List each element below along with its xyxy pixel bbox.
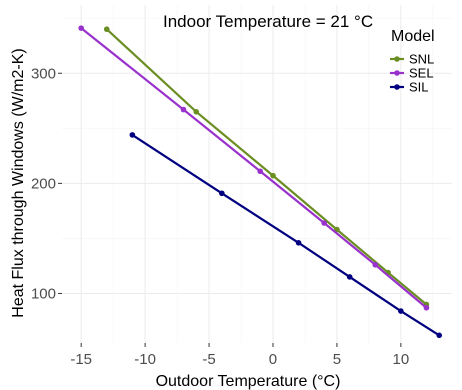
data-point-sel: [372, 262, 379, 268]
x-axis-title: Outdoor Temperature (°C): [156, 373, 341, 390]
series-snl: [103, 26, 430, 308]
legend-label-snl: SNL: [409, 52, 434, 67]
data-point-sel: [180, 106, 187, 113]
data-point-sel: [257, 168, 263, 175]
data-point-sil: [295, 240, 302, 246]
series-sel: [78, 25, 430, 311]
data-point-sil: [219, 190, 225, 197]
x-tick-label: 0: [269, 351, 277, 368]
y-axis-ticks: 100 200 300: [31, 65, 62, 302]
series-line-sel: [80, 27, 428, 309]
y-tick-label: 200: [31, 175, 56, 192]
series-layer: [78, 25, 443, 339]
series-sil: [129, 132, 443, 339]
legend-label-sel: SEL: [409, 66, 434, 81]
x-tick-label: -10: [134, 351, 156, 368]
data-point-sel: [321, 220, 327, 226]
axes-layer: -15 -10 -5 0 5 10 100 200 300: [31, 65, 409, 368]
y-tick-label: 100: [31, 285, 56, 302]
x-tick-label: -5: [202, 351, 215, 368]
data-point-sil: [398, 308, 404, 314]
data-point-sil: [436, 332, 443, 339]
legend-key-point-snl: [394, 56, 400, 62]
data-point-snl: [103, 26, 110, 33]
x-tick-label: -15: [70, 351, 92, 368]
data-point-sil: [346, 274, 353, 280]
plot-grid: [62, 5, 452, 343]
indoor-temperature-annotation: Indoor Temperature = 21 °C: [163, 12, 373, 31]
data-point-snl: [193, 108, 200, 115]
data-point-sel: [78, 25, 84, 31]
y-axis-title: Heat Flux through Windows (W/m2-K): [10, 48, 27, 317]
x-tick-label: 10: [393, 351, 410, 368]
data-point-sil: [129, 132, 136, 138]
legend-label-sil: SIL: [409, 80, 429, 95]
x-tick-label: 5: [333, 351, 341, 368]
data-point-snl: [270, 172, 276, 179]
legend-item-sil: SIL: [390, 80, 429, 95]
legend-item-snl: SNL: [390, 52, 434, 67]
legend-key-point-sel: [394, 70, 400, 76]
y-tick-label: 300: [31, 65, 56, 82]
series-line-snl: [106, 28, 428, 306]
legend-key-point-sil: [394, 84, 400, 90]
x-axis-ticks: -15 -10 -5 0 5 10: [70, 343, 409, 368]
legend-item-sel: SEL: [390, 66, 434, 81]
series-line-sil: [131, 133, 440, 337]
legend-title: Model: [391, 28, 435, 45]
data-point-sel: [423, 304, 430, 311]
